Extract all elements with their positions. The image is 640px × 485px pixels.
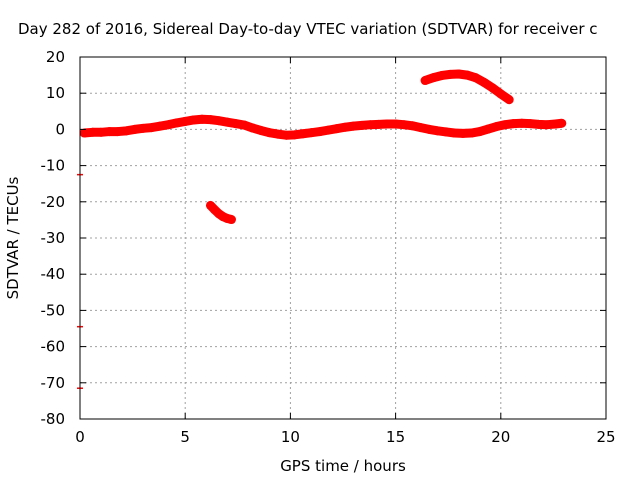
- data-point: [130, 124, 140, 134]
- data-point: [504, 95, 514, 105]
- x-tick-label: 25: [596, 428, 615, 446]
- axis-ticks: [79, 56, 607, 420]
- data-point: [147, 123, 157, 133]
- data-point: [471, 73, 481, 83]
- data-point: [407, 121, 417, 131]
- data-point: [450, 128, 460, 138]
- data-point: [332, 124, 342, 134]
- data-point: [458, 128, 468, 138]
- data-point: [382, 119, 392, 129]
- x-axis-label: GPS time / hours: [280, 457, 406, 475]
- data-point: [424, 124, 434, 134]
- y-tick-label: -30: [41, 229, 66, 247]
- data-point: [298, 129, 308, 139]
- data-point: [226, 215, 236, 225]
- x-tick-label: 5: [180, 428, 190, 446]
- data-point: [483, 124, 493, 134]
- series-lower-arc: [205, 200, 236, 225]
- data-point: [248, 123, 258, 133]
- data-point: [557, 118, 567, 128]
- data-point: [416, 123, 426, 133]
- data-point: [466, 128, 476, 138]
- y-tick-label: -50: [41, 301, 66, 319]
- data-point: [462, 70, 472, 80]
- data-point: [437, 70, 447, 80]
- y-tick-label: 0: [55, 120, 65, 138]
- data-point: [492, 122, 502, 132]
- data-point: [231, 119, 241, 129]
- y-tick-label: 10: [46, 84, 65, 102]
- y-tick-label: -80: [41, 410, 66, 428]
- data-point: [138, 123, 148, 133]
- data-point: [517, 118, 527, 128]
- data-point: [340, 122, 350, 132]
- data-point: [391, 119, 401, 129]
- data-point: [197, 114, 207, 124]
- data-point: [500, 120, 510, 130]
- data-point: [256, 125, 266, 135]
- x-tick-label: 15: [386, 428, 405, 446]
- y-tick-label: -10: [41, 157, 66, 175]
- data-point: [349, 121, 359, 131]
- data-point: [508, 119, 518, 129]
- series-upper-arc: [420, 69, 514, 105]
- data-point: [163, 120, 173, 130]
- data-point: [222, 117, 232, 127]
- data-point: [420, 76, 430, 86]
- data-point: [475, 127, 485, 137]
- data-point: [79, 128, 89, 138]
- data-point: [264, 128, 274, 138]
- data-point: [542, 120, 552, 130]
- data-point: [454, 69, 464, 79]
- data-point: [479, 77, 489, 87]
- data-point: [155, 121, 165, 131]
- data-point: [205, 115, 215, 125]
- y-tick-label: -70: [41, 374, 66, 392]
- y-tick-label: -20: [41, 193, 66, 211]
- x-tick-label: 10: [281, 428, 300, 446]
- data-point: [273, 129, 283, 139]
- data-point: [315, 127, 325, 137]
- data-point: [104, 127, 114, 137]
- data-point: [441, 127, 451, 137]
- x-tick-label: 0: [75, 428, 85, 446]
- data-point: [189, 115, 199, 125]
- data-point: [534, 119, 544, 129]
- data-point: [88, 127, 98, 137]
- plot-frame: [79, 56, 607, 420]
- data-point: [121, 126, 131, 136]
- tick-labels: 0 5 10 15 20 25 20 10 0 -10 -20 -30 -40 -50 -60 -70 -80: [41, 48, 616, 446]
- y-axis-label: SDTVAR / TECUs: [4, 176, 22, 299]
- data-point: [96, 127, 106, 137]
- data-series: [77, 69, 567, 389]
- data-point: [399, 120, 409, 130]
- y-tick-label: -60: [41, 338, 66, 356]
- grid-lines: [80, 57, 606, 419]
- y-tick-label: -40: [41, 265, 66, 283]
- data-point: [290, 130, 300, 140]
- data-point: [433, 126, 443, 136]
- x-tick-label: 20: [491, 428, 510, 446]
- data-point: [172, 118, 182, 128]
- data-point: [306, 128, 316, 138]
- data-point: [357, 120, 367, 130]
- y-tick-label: 20: [46, 48, 65, 66]
- series-main-trace: [79, 114, 567, 140]
- data-point: [180, 116, 190, 126]
- data-point: [374, 119, 384, 129]
- data-point: [281, 130, 291, 140]
- data-point: [487, 83, 497, 93]
- chart-title: Day 282 of 2016, Sidereal Day-to-day VTE…: [18, 20, 598, 38]
- data-point: [113, 127, 123, 137]
- data-point: [214, 116, 224, 126]
- data-point: [365, 120, 375, 130]
- data-point: [239, 120, 249, 130]
- data-point: [496, 89, 506, 99]
- data-point: [525, 119, 535, 129]
- data-point: [445, 69, 455, 79]
- data-point: [428, 73, 438, 83]
- data-point: [323, 125, 333, 135]
